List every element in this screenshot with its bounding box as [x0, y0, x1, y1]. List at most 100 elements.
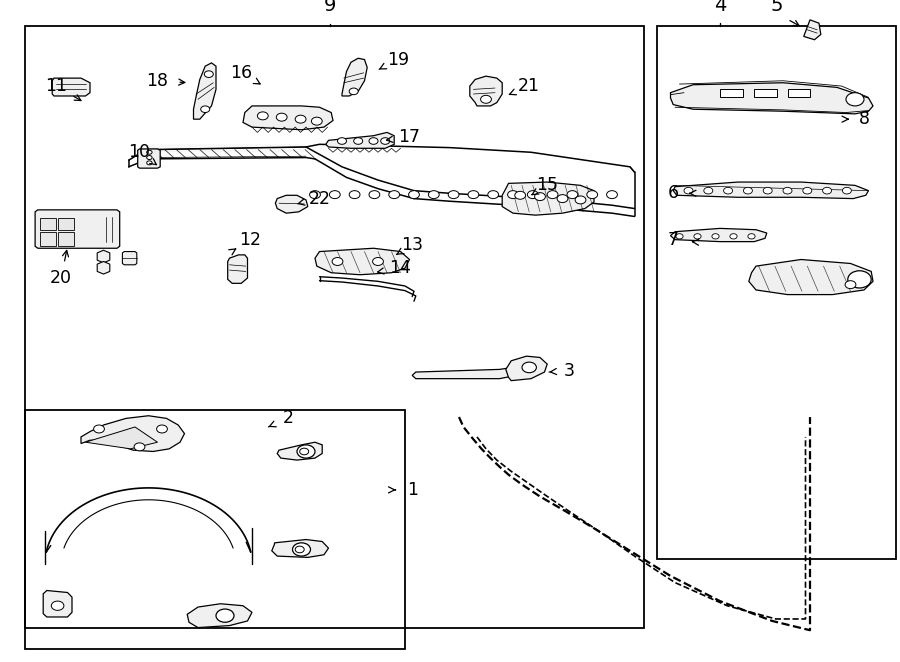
Circle shape — [522, 362, 536, 373]
Polygon shape — [58, 218, 74, 230]
Polygon shape — [122, 252, 137, 265]
Text: 12: 12 — [239, 230, 261, 249]
Text: 14: 14 — [390, 259, 411, 277]
Circle shape — [373, 258, 383, 265]
Text: 4: 4 — [714, 0, 726, 15]
Circle shape — [684, 187, 693, 194]
Polygon shape — [470, 76, 502, 106]
Polygon shape — [97, 250, 110, 263]
Circle shape — [567, 191, 578, 199]
Polygon shape — [138, 149, 160, 168]
Circle shape — [338, 138, 346, 144]
Circle shape — [381, 138, 390, 144]
Circle shape — [311, 117, 322, 125]
Polygon shape — [277, 442, 322, 460]
Text: 21: 21 — [518, 77, 540, 95]
Polygon shape — [788, 89, 810, 97]
Circle shape — [587, 191, 598, 199]
Polygon shape — [40, 218, 56, 230]
Bar — [25, 410, 405, 649]
Polygon shape — [52, 78, 90, 96]
Circle shape — [409, 191, 419, 199]
Circle shape — [204, 71, 213, 77]
Circle shape — [730, 234, 737, 239]
Circle shape — [842, 187, 851, 194]
Circle shape — [295, 115, 306, 123]
Text: 5: 5 — [770, 0, 783, 15]
Circle shape — [349, 191, 360, 199]
Circle shape — [557, 195, 568, 203]
Circle shape — [389, 191, 400, 199]
Text: 11: 11 — [45, 77, 67, 95]
Polygon shape — [187, 604, 252, 628]
Circle shape — [803, 187, 812, 194]
Circle shape — [535, 193, 545, 201]
Polygon shape — [228, 255, 248, 283]
Circle shape — [724, 187, 733, 194]
Circle shape — [369, 191, 380, 199]
Circle shape — [481, 95, 491, 103]
Circle shape — [295, 546, 304, 553]
Circle shape — [369, 138, 378, 144]
Text: 13: 13 — [401, 236, 423, 254]
Circle shape — [257, 112, 268, 120]
Circle shape — [349, 88, 358, 95]
Text: 18: 18 — [147, 71, 168, 90]
Polygon shape — [720, 89, 742, 97]
Circle shape — [276, 113, 287, 121]
Circle shape — [515, 191, 526, 199]
Polygon shape — [749, 260, 873, 295]
Circle shape — [300, 448, 309, 455]
Text: 9: 9 — [324, 0, 337, 15]
Circle shape — [157, 425, 167, 433]
Circle shape — [310, 191, 320, 199]
Circle shape — [354, 138, 363, 144]
Text: 7: 7 — [668, 231, 679, 250]
Text: 16: 16 — [230, 64, 252, 82]
Polygon shape — [272, 540, 328, 557]
Bar — [657, 26, 896, 559]
Polygon shape — [670, 83, 873, 114]
Circle shape — [823, 187, 832, 194]
Polygon shape — [275, 195, 308, 213]
Text: 20: 20 — [50, 269, 72, 287]
Circle shape — [468, 191, 479, 199]
Polygon shape — [40, 232, 56, 246]
Circle shape — [488, 191, 499, 199]
Polygon shape — [86, 427, 158, 449]
Polygon shape — [243, 106, 333, 130]
Polygon shape — [804, 20, 821, 40]
Polygon shape — [506, 356, 547, 381]
Circle shape — [712, 234, 719, 239]
Circle shape — [783, 187, 792, 194]
Circle shape — [147, 161, 152, 165]
Circle shape — [216, 609, 234, 622]
Circle shape — [607, 191, 617, 199]
Text: 15: 15 — [536, 176, 558, 195]
Text: 8: 8 — [859, 110, 869, 128]
Polygon shape — [315, 248, 410, 275]
Circle shape — [134, 443, 145, 451]
Circle shape — [147, 156, 152, 160]
Circle shape — [848, 271, 871, 288]
Circle shape — [292, 543, 310, 556]
Text: 2: 2 — [283, 409, 293, 428]
Polygon shape — [58, 232, 74, 246]
Circle shape — [743, 187, 752, 194]
Polygon shape — [673, 182, 868, 199]
Circle shape — [94, 425, 104, 433]
Circle shape — [428, 191, 439, 199]
Circle shape — [704, 187, 713, 194]
Circle shape — [332, 258, 343, 265]
Polygon shape — [754, 89, 777, 97]
Text: 17: 17 — [399, 128, 420, 146]
Text: 22: 22 — [309, 189, 330, 208]
Circle shape — [329, 191, 340, 199]
Circle shape — [527, 191, 538, 199]
Bar — [25, 26, 644, 628]
Circle shape — [845, 281, 856, 289]
Polygon shape — [670, 228, 767, 242]
Circle shape — [748, 234, 755, 239]
Circle shape — [547, 191, 558, 199]
Text: 19: 19 — [387, 50, 409, 69]
